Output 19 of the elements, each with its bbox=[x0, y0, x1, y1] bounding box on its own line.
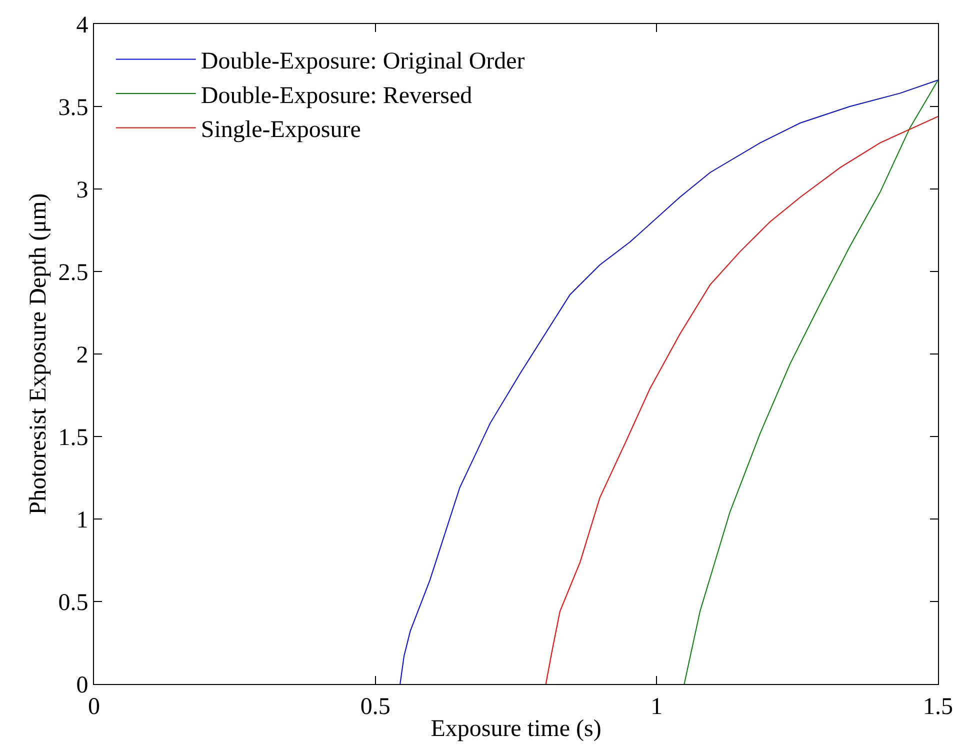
y-tick-label: 3 bbox=[76, 177, 88, 204]
y-tick-label: 4 bbox=[76, 12, 88, 38]
x-tick-label: 0.5 bbox=[360, 694, 390, 720]
y-tick-label: 0.5 bbox=[58, 590, 88, 616]
y-tick-label: 2 bbox=[76, 342, 88, 368]
line-series bbox=[545, 116, 938, 684]
x-tick-label: 1 bbox=[650, 694, 663, 720]
y-axis-title: Photoresist Exposure Depth (μm) bbox=[25, 193, 52, 515]
legend-label: Double-Exposure: Original Order bbox=[200, 48, 525, 75]
y-tick-label: 1.5 bbox=[58, 424, 88, 451]
y-tick-label: 3.5 bbox=[58, 94, 88, 121]
legend-label: Double-Exposure: Reversed bbox=[200, 82, 472, 109]
x-tick-label: 1.5 bbox=[923, 694, 953, 720]
y-tick-label: 2.5 bbox=[58, 260, 88, 286]
legend-label: Single-Exposure bbox=[200, 117, 361, 144]
y-tick-label: 1 bbox=[76, 507, 88, 534]
y-tick-label: 0 bbox=[76, 672, 88, 698]
line-series bbox=[684, 80, 938, 684]
x-axis-title: Exposure time (s) bbox=[430, 716, 602, 742]
